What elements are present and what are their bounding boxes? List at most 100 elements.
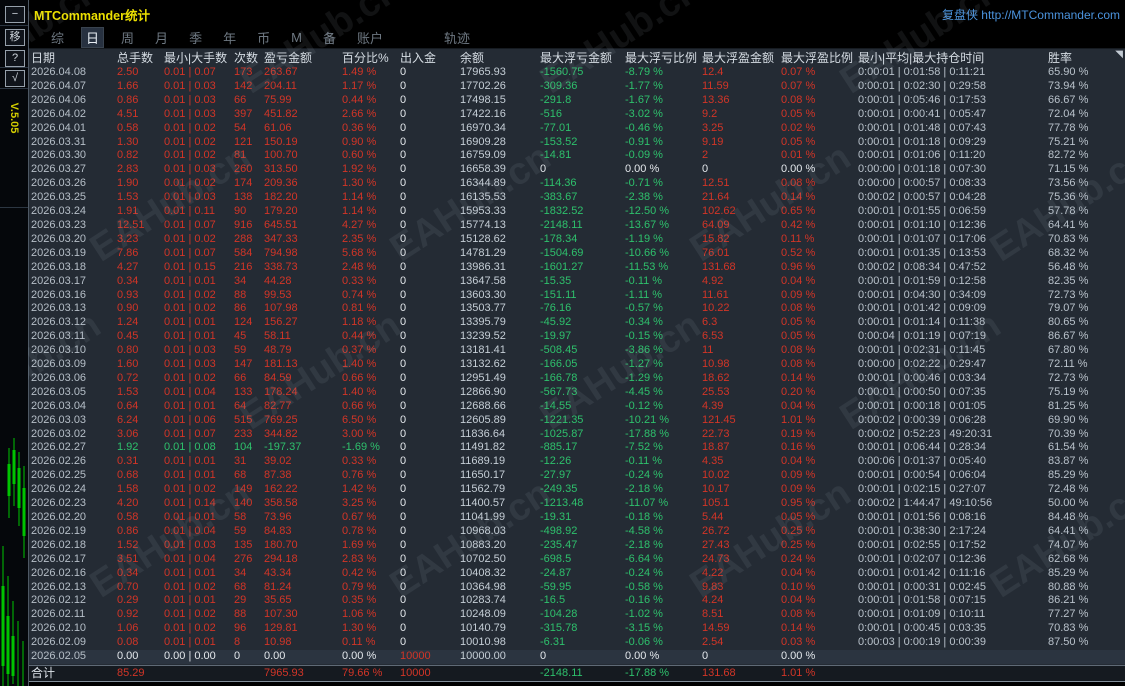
cell: 0:00:01 | 0:00:54 | 0:06:04 [858,469,987,482]
scroll-indicator-icon[interactable]: ◥ [1115,49,1123,60]
cell: 100.70 [264,149,298,162]
cell: 0 [702,163,709,176]
table-row[interactable]: 2026.03.30 0.82 0.01 | 0.02 81 100.70 0.60 % 0… [29,149,1125,163]
menu-item-轨迹[interactable]: 轨迹 [443,30,470,46]
menu-item-日[interactable]: 日 [81,26,105,48]
table-row[interactable]: 2026.03.10 0.80 0.01 | 0.03 59 48.79 0.37 % 0 1… [29,344,1125,358]
table-row[interactable]: 2026.02.16 0.34 0.01 | 0.01 34 43.34 0.42 % 0 1… [29,567,1125,581]
table-row[interactable]: 2026.03.04 0.64 0.01 | 0.01 64 82.77 0.66 % 0 1… [29,400,1125,414]
table-row[interactable]: 2026.04.07 1.66 0.01 | 0.03 142 204.11 1.17 %… [29,80,1125,94]
table-row[interactable]: 2026.03.20 3.23 0.01 | 0.02 288 347.33 2.35 %… [29,233,1125,247]
table-row[interactable]: 2026.03.12 1.24 0.01 | 0.01 124 156.27 1.18 %… [29,316,1125,330]
divider [0,88,28,89]
cell: 0.92 [117,608,139,621]
cell: -10.66 % [625,246,670,259]
cell: 0:00:01 | 0:02:30 | 0:29:58 [858,79,987,92]
help-button[interactable]: ? [5,50,25,67]
menu-item-备[interactable]: 备 [322,30,336,46]
table-row[interactable]: 2026.02.27 1.92 0.01 | 0.08 104 -197.37 -1.69… [29,441,1125,455]
table-row[interactable]: 2026.02.13 0.70 0.01 | 0.02 68 81.24 0.79 % 0 1… [29,581,1125,595]
table-row[interactable]: 2026.04.06 0.86 0.01 | 0.03 66 75.99 0.44 % 0 1… [29,94,1125,108]
table-row[interactable]: 2026.03.19 7.86 0.01 | 0.07 584 794.98 5.68 %… [29,247,1125,261]
cell: 0 [400,371,407,384]
menu-item-季[interactable]: 季 [189,30,203,46]
cell: 27.43 [702,538,730,551]
cell: 0.58 [117,121,139,134]
table-row[interactable]: 2026.02.09 0.08 0.01 | 0.01 8 10.98 0.11 % 0 10… [29,636,1125,650]
credit-link[interactable]: 复盘侠 http://MTCommander.com [941,8,1120,22]
cell: 0.01 | 0.02 [164,288,216,301]
cell: 0.33 % [342,274,377,287]
cell: 0.01 | 0.03 [164,358,216,371]
table-row[interactable]: 2026.02.05 0.00 0.00 | 0.00 0 0.00 0.00 % 1000… [29,650,1125,664]
cell: -11.07 % [625,497,669,510]
menu-item-账户[interactable]: 账户 [356,30,383,46]
cell: 0.00 % [625,650,660,663]
table-row[interactable]: 2026.02.25 0.68 0.01 | 0.01 68 87.38 0.76 % 0 1… [29,469,1125,483]
menu-item-币[interactable]: 币 [257,30,271,46]
table-row[interactable]: 2026.03.03 6.24 0.01 | 0.06 515 769.25 6.50 %… [29,414,1125,428]
table-row[interactable]: 2026.02.26 0.31 0.01 | 0.01 31 39.02 0.33 % 0 1… [29,455,1125,469]
menu-item-综[interactable]: 综 [51,30,65,46]
total-cell: -2148.11 [540,667,583,679]
table-row[interactable]: 2026.04.01 0.58 0.01 | 0.02 54 61.06 0.36 % 0 1… [29,122,1125,136]
cell: 54 [234,121,247,134]
table-row[interactable]: 2026.02.24 1.58 0.01 | 0.02 149 162.22 1.42 %… [29,483,1125,497]
cell: 13986.31 [460,260,506,273]
cell: -235.47 [540,538,578,551]
menu-item-月[interactable]: 月 [155,30,169,46]
cell: -249.35 [540,483,578,496]
menu-item-M[interactable]: M [291,29,302,45]
cell: 0.96 % [781,260,816,273]
cell: 11562.79 [460,483,506,496]
table-row[interactable]: 2026.03.09 1.60 0.01 | 0.03 147 181.13 1.40 %… [29,358,1125,372]
total-cell [1048,666,1114,681]
table-row[interactable]: 2026.02.23 4.20 0.01 | 0.14 140 358.58 3.25 %… [29,497,1125,511]
menu-item-年[interactable]: 年 [223,30,237,46]
table-row[interactable]: 2026.02.17 3.51 0.01 | 0.04 276 294.18 2.83 %… [29,553,1125,567]
check-button[interactable]: √ [5,70,25,87]
cell: 0:00:01 | 0:01:59 | 0:12:58 [858,274,987,287]
move-button[interactable]: 移 [5,29,25,46]
table-row[interactable]: 2026.03.26 1.90 0.01 | 0.02 174 209.36 1.30 %… [29,177,1125,191]
table-row[interactable]: 2026.02.12 0.29 0.01 | 0.01 29 35.65 0.35 % 0 1… [29,594,1125,608]
cell: 0.01 | 0.11 [164,205,215,218]
table-row[interactable]: 2026.03.23 12.51 0.01 | 0.07 916 645.51 4.27 … [29,219,1125,233]
table-row[interactable]: 2026.03.18 4.27 0.01 | 0.15 216 338.73 2.48 %… [29,261,1125,275]
menu-item-周[interactable]: 周 [121,30,135,46]
table-row[interactable]: 2026.03.17 0.34 0.01 | 0.01 34 44.28 0.33 % 0 1… [29,275,1125,289]
cell: 0.00 [117,650,139,663]
table-row[interactable]: 2026.03.31 1.30 0.01 | 0.02 121 150.19 0.90 %… [29,136,1125,150]
cell: 2026.02.13 [31,580,87,593]
table-row[interactable]: 2026.03.02 3.06 0.01 | 0.07 233 344.82 3.00 %… [29,428,1125,442]
minimize-button[interactable]: − [5,6,25,23]
table-row[interactable]: 2026.03.27 2.83 0.01 | 0.03 260 313.50 1.92 %… [29,163,1125,177]
cell: 0.66 % [342,399,377,412]
table-row[interactable]: 2026.03.11 0.45 0.01 | 0.01 45 58.11 0.44 % 0 1… [29,330,1125,344]
cell: 72.04 % [1048,107,1089,120]
cell: 2026.03.13 [31,302,87,315]
cell: 0.05 % [781,511,816,523]
cell: 3.51 [117,552,139,565]
divider [0,67,28,68]
table-row[interactable]: 2026.02.19 0.86 0.01 | 0.04 59 84.83 0.78 % 0 1… [29,525,1125,539]
cell: 88 [234,608,247,621]
table-row[interactable]: 2026.02.11 0.92 0.01 | 0.02 88 107.30 1.06 % 0… [29,608,1125,622]
table-row[interactable]: 2026.03.06 0.72 0.01 | 0.02 66 84.59 0.66 % 0 1… [29,372,1125,386]
table-row[interactable]: 2026.03.24 1.91 0.01 | 0.11 90 179.20 1.14 % 0… [29,205,1125,219]
table-row[interactable]: 2026.03.13 0.90 0.01 | 0.02 86 107.98 0.81 % 0… [29,302,1125,316]
cell: 76.01 [702,246,730,259]
cell [1048,650,1114,664]
table-row[interactable]: 2026.02.20 0.58 0.01 | 0.01 58 73.96 0.67 % 0 1… [29,511,1125,525]
table-row[interactable]: 2026.03.25 1.53 0.01 | 0.03 138 182.20 1.14 %… [29,191,1125,205]
table-row[interactable]: 2026.02.10 1.06 0.01 | 0.02 96 129.81 1.30 % 0… [29,622,1125,636]
table-row[interactable]: 2026.03.16 0.93 0.01 | 0.02 88 99.53 0.74 % 0 1… [29,289,1125,303]
table-row[interactable]: 2026.03.05 1.53 0.01 | 0.04 133 178.24 1.40 %… [29,386,1125,400]
cell: 10.17 [702,483,730,496]
cell: 4.22 [702,566,724,579]
table-row[interactable]: 2026.04.08 2.50 0.01 | 0.07 173 263.67 1.49 %… [29,66,1125,80]
table-row[interactable]: 2026.02.18 1.52 0.01 | 0.03 135 180.70 1.69 %… [29,539,1125,553]
cell: 0 [400,288,407,301]
cell: -1.27 % [625,358,663,371]
table-row[interactable]: 2026.04.02 4.51 0.01 | 0.03 397 451.82 2.66 %… [29,108,1125,122]
